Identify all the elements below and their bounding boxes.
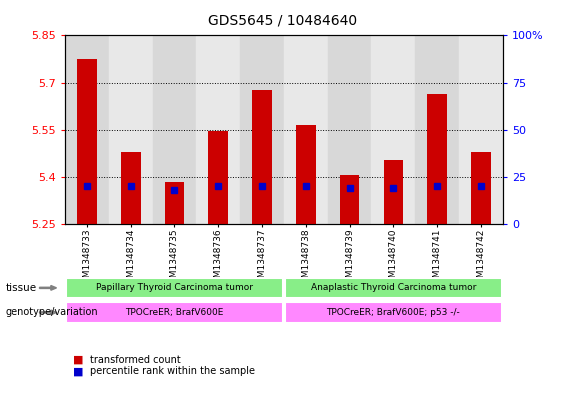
Bar [340, 175, 359, 224]
Bar [296, 125, 316, 224]
Bar [197, 35, 240, 224]
Bar [285, 302, 502, 323]
Text: ■: ■ [73, 354, 84, 365]
Bar [284, 35, 328, 224]
Bar [384, 160, 403, 224]
Bar [65, 35, 109, 224]
Bar [208, 131, 228, 224]
Bar [471, 152, 491, 224]
Bar [459, 35, 503, 224]
Bar [240, 35, 284, 224]
Text: Anaplastic Thyroid Carcinoma tumor: Anaplastic Thyroid Carcinoma tumor [311, 283, 476, 292]
Bar [153, 35, 197, 224]
Bar [372, 35, 415, 224]
Bar [252, 90, 272, 224]
Bar [328, 35, 372, 224]
Bar [164, 182, 184, 224]
Bar [121, 152, 141, 224]
Text: genotype/variation: genotype/variation [6, 307, 98, 318]
Bar [415, 35, 459, 224]
Bar [427, 94, 447, 224]
Text: TPOCreER; BrafV600E: TPOCreER; BrafV600E [125, 308, 224, 317]
Text: TPOCreER; BrafV600E; p53 -/-: TPOCreER; BrafV600E; p53 -/- [327, 308, 460, 317]
Bar [285, 278, 502, 298]
Text: percentile rank within the sample: percentile rank within the sample [90, 366, 255, 376]
Text: tissue: tissue [6, 283, 37, 293]
Text: ■: ■ [73, 366, 84, 376]
Text: GDS5645 / 10484640: GDS5645 / 10484640 [208, 14, 357, 28]
Text: transformed count: transformed count [90, 354, 181, 365]
Bar [108, 35, 153, 224]
Text: Papillary Thyroid Carcinoma tumor: Papillary Thyroid Carcinoma tumor [96, 283, 253, 292]
Bar [66, 302, 283, 323]
Bar [66, 278, 283, 298]
Bar [77, 59, 97, 224]
